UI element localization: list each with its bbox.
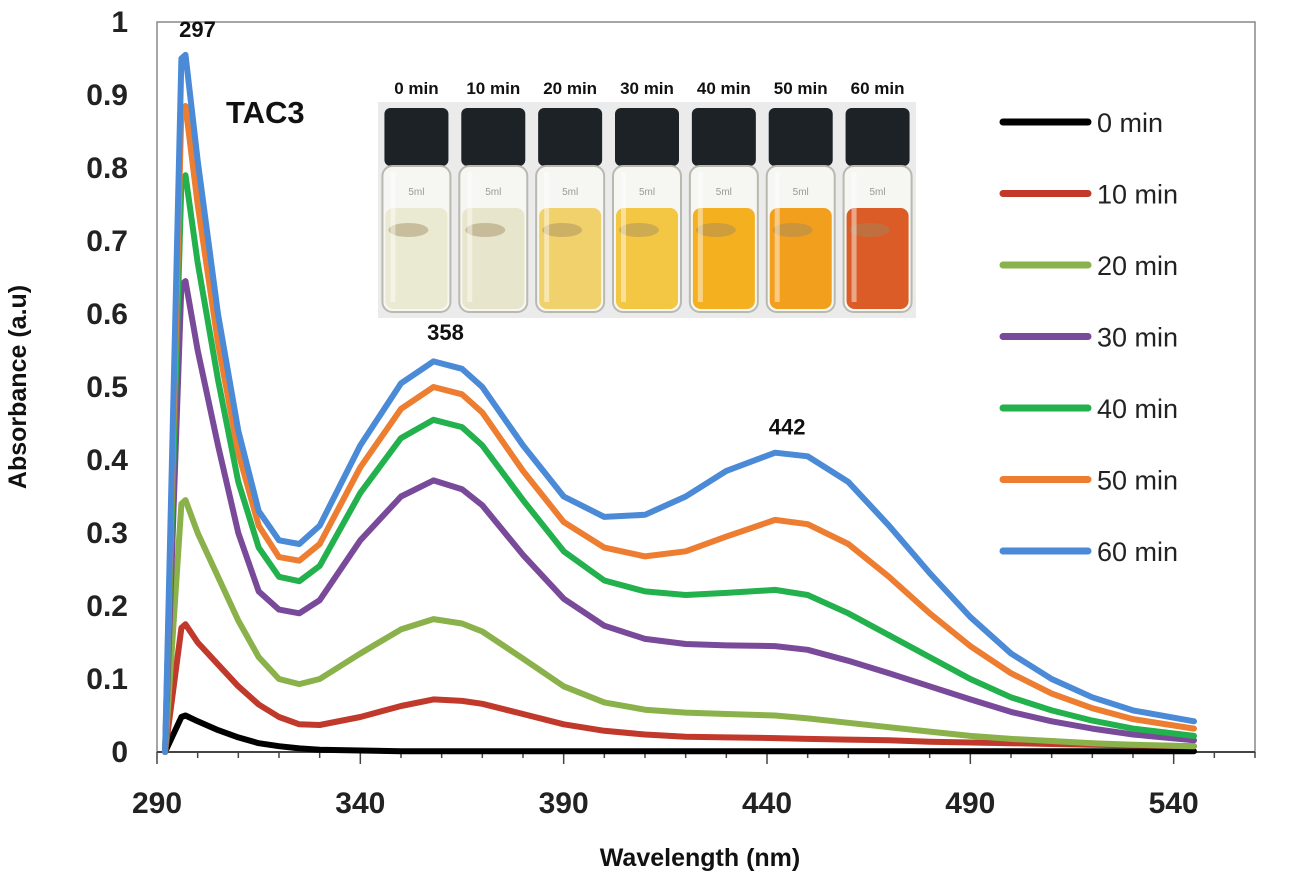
vial-label-mark <box>772 223 813 237</box>
x-tick-label: 390 <box>539 787 589 820</box>
y-tick-label: 0.8 <box>86 152 128 185</box>
vial-time-label: 60 min <box>851 79 905 98</box>
x-tick-label: 490 <box>945 787 995 820</box>
y-tick-label: 0.1 <box>86 663 128 696</box>
legend-label: 0 min <box>1097 108 1163 138</box>
legend-label: 20 min <box>1097 251 1178 281</box>
vial-label-mark <box>619 223 659 237</box>
vial-highlight <box>544 172 550 302</box>
legend-label: 40 min <box>1097 394 1178 424</box>
vial-liquid <box>616 208 678 309</box>
peak-label: 297 <box>179 17 216 42</box>
vial-time-label: 40 min <box>697 79 751 98</box>
y-tick-label: 1 <box>111 6 128 39</box>
vial-volume-text: 5ml <box>485 187 501 198</box>
vial-label-mark <box>388 223 429 237</box>
vial-cap <box>768 108 833 166</box>
x-tick-label: 440 <box>742 787 792 820</box>
series-line-50-min <box>162 103 1197 755</box>
peak-labels: 297 358 442 <box>179 17 805 440</box>
vial-cap <box>461 108 526 166</box>
series-line-30-min <box>162 278 1197 755</box>
vial-time-label: 30 min <box>620 79 674 98</box>
y-tick-label: 0.4 <box>86 444 128 477</box>
vial-liquid <box>846 208 909 309</box>
vial-time-label: 50 min <box>774 79 828 98</box>
vial-label-mark <box>695 223 736 237</box>
vial-volume-text: 5ml <box>562 187 578 198</box>
x-tick-label: 340 <box>335 787 385 820</box>
peak-label: 442 <box>769 415 806 440</box>
x-tick-label: 290 <box>132 787 182 820</box>
vial-volume-text: 5ml <box>793 187 809 198</box>
vial-highlight <box>851 172 857 302</box>
vial-liquid <box>692 208 755 309</box>
y-tick-label: 0 <box>111 736 128 769</box>
vial-cap <box>538 108 603 166</box>
series-lines <box>162 51 1197 755</box>
vial-highlight <box>621 172 626 302</box>
vial-highlight <box>697 172 703 302</box>
vial-volume-text: 5ml <box>639 187 655 198</box>
y-tick-label: 0.7 <box>86 225 128 258</box>
vial-cap <box>615 108 679 166</box>
peak-label: 358 <box>427 320 464 345</box>
vial-liquid <box>385 208 448 309</box>
vial-cap <box>691 108 756 166</box>
legend-label: 10 min <box>1097 180 1178 210</box>
legend: 0 min 10 min 20 min 30 min 40 min 50 min 60 mi… <box>999 108 1178 567</box>
legend-label: 30 min <box>1097 323 1178 353</box>
legend-label: 50 min <box>1097 466 1178 496</box>
vial-cap <box>845 108 910 166</box>
vial-liquid <box>769 208 832 309</box>
series-line-10-min <box>162 621 1197 755</box>
vial-cap <box>384 108 449 166</box>
vial-time-label: 20 min <box>543 79 597 98</box>
vial-time-label: 0 min <box>394 79 438 98</box>
y-tick-label: 0.9 <box>86 79 128 112</box>
series-line-40-min <box>162 172 1197 755</box>
vial-label-mark <box>465 223 506 237</box>
vial-liquid <box>539 208 602 309</box>
y-tick-label: 0.6 <box>86 298 128 331</box>
vial-time-label: 10 min <box>466 79 520 98</box>
x-axis-title: Wavelength (nm) <box>600 844 800 872</box>
series-line-0-min <box>162 712 1197 755</box>
vial-photo-inset: 0 min 5ml 10 min 5ml 20 min 5ml 30 min 5ml 40 mi… <box>378 79 916 318</box>
vial-volume-text: 5ml <box>408 187 424 198</box>
vial-highlight <box>467 172 473 302</box>
y-axis-title: Absorbance (a.u) <box>4 285 32 489</box>
sample-label: TAC3 <box>226 95 305 130</box>
vial-volume-text: 5ml <box>870 187 886 198</box>
vial-highlight <box>774 172 780 302</box>
vial-label-mark <box>542 223 583 237</box>
vial-volume-text: 5ml <box>716 187 732 198</box>
series-line-60-min <box>162 51 1197 755</box>
legend-label: 60 min <box>1097 537 1178 567</box>
vial-liquid <box>462 208 525 309</box>
y-tick-label: 0.3 <box>86 517 128 550</box>
vial-label-mark <box>849 223 890 237</box>
series-line-20-min <box>162 497 1197 755</box>
x-tick-label: 540 <box>1149 787 1199 820</box>
y-tick-label: 0.2 <box>86 590 128 623</box>
vial-highlight <box>390 172 396 302</box>
y-tick-label: 0.5 <box>86 371 128 404</box>
